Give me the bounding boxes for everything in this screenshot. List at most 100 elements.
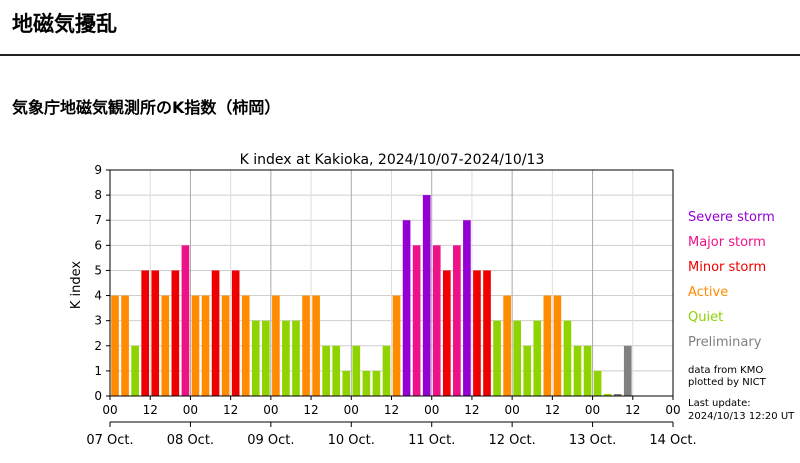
legend-item: Minor storm [688,260,766,275]
k-index-bar [141,270,150,396]
y-tick-label: 9 [94,163,102,177]
k-index-bar [251,320,260,396]
y-tick-label: 7 [94,213,102,227]
k-index-bar [312,295,320,396]
page-title: 地磁気擾乱 [12,12,117,36]
k-index-bar [432,245,441,396]
title-divider [0,54,800,56]
chart-title: K index at Kakioka, 2024/10/07-2024/10/1… [240,152,545,168]
k-index-bar [382,345,391,396]
k-index-bar [332,345,341,396]
y-tick-label: 4 [94,289,102,303]
k-index-bar [161,295,170,396]
legend-item: Quiet [688,310,723,325]
x-hour-label: 12 [464,403,479,417]
legend: Severe storm Major storm Minor storm Active… [688,210,775,350]
x-hour-label: 00 [183,403,198,417]
k-index-bar [473,270,481,396]
k-index-bar [412,245,421,396]
k-index-bar [272,295,280,396]
section-heading: 気象庁地磁気観測所のK指数（柿岡） [12,98,281,117]
y-tick-label: 3 [94,314,102,328]
k-index-bar [111,295,119,396]
x-hour-label: 00 [665,403,680,417]
x-hour-label: 00 [102,403,117,417]
bars [111,195,632,396]
k-index-bar [493,320,501,396]
k-index-bar [231,270,240,396]
legend-item: Major storm [688,235,766,250]
x-day-label: 11 Oct. [408,433,455,448]
k-index-bar [463,220,471,396]
k-index-bar [282,320,290,396]
x-hour-label: 00 [344,403,359,417]
k-index-bar [121,295,129,396]
last-update-value: 2024/10/13 12:20 UT [688,411,795,422]
x-day-label: 09 Oct. [247,433,294,448]
x-tick-labels: 00 12 00 12 00 12 00 12 00 12 00 12 00 12 00 07 Oct. 08 … [86,396,697,448]
x-hour-label: 00 [424,403,439,417]
data-source-note: data from KMO [688,365,763,376]
k-index-bar [181,245,190,396]
grid-lines [110,169,673,396]
x-hour-label: 00 [263,403,278,417]
k-index-bar [241,295,250,396]
k-index-bar [211,270,220,396]
k-index-bar [392,295,401,396]
x-hour-label: 12 [303,403,318,417]
y-tick-label: 0 [94,389,102,403]
x-hour-label: 00 [505,403,520,417]
k-index-bar [623,345,632,396]
x-hour-label: 00 [585,403,600,417]
x-day-label: 07 Oct. [86,433,133,448]
x-hour-label: 12 [384,403,399,417]
k-index-bar [533,320,542,396]
last-update-label: Last update: [688,398,751,409]
x-hour-label: 12 [625,403,640,417]
k-index-bar [402,220,411,396]
x-day-label: 08 Oct. [167,433,214,448]
legend-item: Severe storm [688,210,775,225]
k-index-bar [201,295,210,396]
k-index-bar [483,270,491,396]
legend-item: Preliminary [688,335,762,350]
k-index-bar [191,295,200,396]
k-index-bar [563,320,572,396]
y-tick-label: 2 [94,339,102,353]
x-day-label: 13 Oct. [569,433,616,448]
k-index-bar [362,370,371,396]
k-index-bar [453,245,461,396]
x-day-label: 14 Oct. [649,433,696,448]
k-index-bar [292,320,300,396]
x-hour-label: 12 [545,403,560,417]
x-day-label: 12 Oct. [488,433,535,448]
k-index-bar [372,370,381,396]
plotted-by-note: plotted by NICT [688,377,767,388]
k-index-bar [342,370,351,396]
k-index-bar [302,295,310,396]
k-index-bar [221,295,230,396]
k-index-bar [442,270,451,396]
k-index-bar [603,393,612,396]
k-index-bar [262,320,270,396]
k-index-bar [131,345,139,396]
k-index-bar [543,295,552,396]
k-index-bar [513,320,521,396]
y-tick-labels: 0 1 2 3 4 5 6 7 8 9 [94,163,110,403]
y-axis-label: K index [69,261,84,310]
y-tick-label: 6 [94,238,102,252]
x-day-label: 10 Oct. [328,433,375,448]
y-tick-label: 8 [94,188,102,202]
y-tick-label: 1 [94,364,102,378]
k-index-bar [503,295,511,396]
k-index-bar [422,195,431,396]
y-tick-label: 5 [94,263,102,277]
k-index-bar [573,345,582,396]
x-hour-label: 12 [143,403,158,417]
k-index-bar [553,295,562,396]
k-index-chart: K index at Kakioka, 2024/10/07-2024/10/1… [69,152,795,448]
k-index-bar [171,270,180,396]
legend-item: Active [688,285,728,300]
k-index-bar [583,345,592,396]
k-index-bar [593,370,602,396]
